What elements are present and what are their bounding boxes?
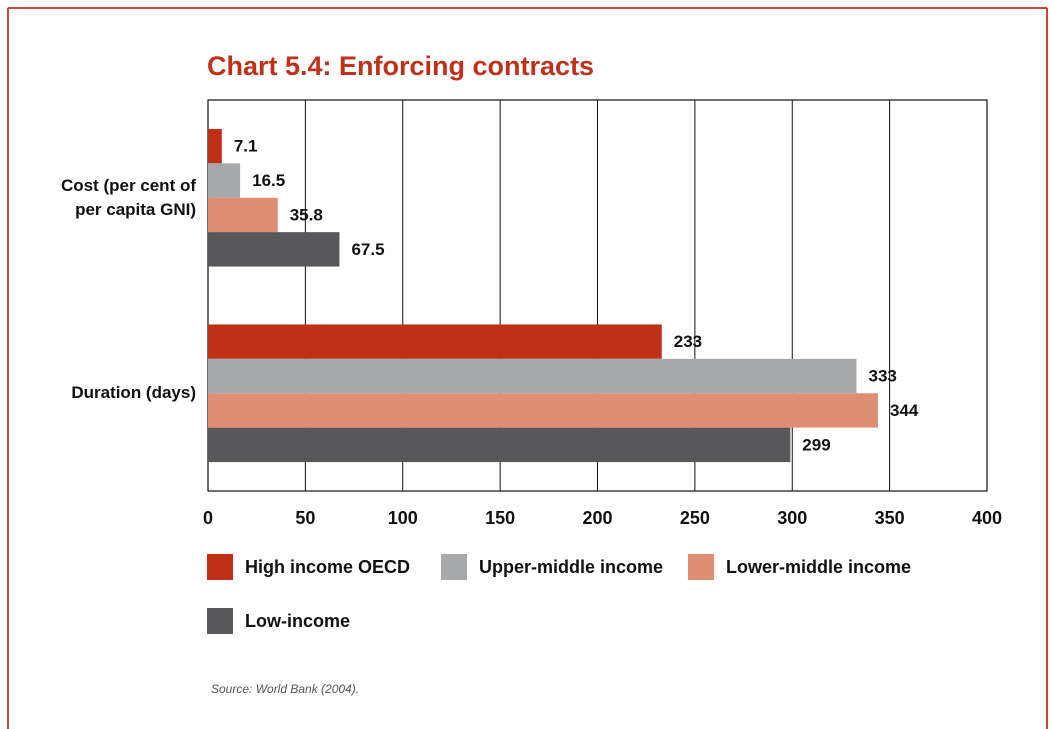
bar	[208, 427, 791, 463]
x-tick-label: 100	[388, 508, 418, 528]
bar	[208, 358, 857, 394]
value-label: 333	[869, 367, 897, 386]
x-tick-label: 200	[582, 508, 612, 528]
legend-swatch	[207, 554, 233, 580]
category-label: Duration (days)	[71, 383, 196, 403]
bar	[208, 324, 662, 359]
legend-label: High income OECD	[245, 557, 410, 577]
legend-swatch	[207, 608, 233, 634]
bar	[208, 393, 878, 428]
bar	[208, 197, 278, 233]
value-label: 35.8	[290, 205, 323, 224]
bar	[208, 232, 340, 267]
chart-title: Chart 5.4: Enforcing contracts	[207, 51, 594, 81]
x-tick-label: 300	[777, 508, 807, 528]
x-tick-label: 250	[680, 508, 710, 528]
legend-label: Low-income	[245, 611, 350, 631]
x-tick-label: 50	[295, 508, 315, 528]
value-label: 344	[890, 401, 919, 420]
value-label: 299	[802, 435, 830, 454]
bar	[208, 163, 241, 198]
value-label: 233	[674, 332, 702, 351]
x-tick-label: 350	[875, 508, 905, 528]
legend-swatch	[441, 554, 467, 580]
plot-border	[207, 99, 988, 492]
x-tick-label: 400	[972, 508, 1002, 528]
bar	[208, 128, 222, 164]
source-note: Source: World Bank (2004).	[211, 682, 359, 696]
legend-label: Upper-middle income	[479, 557, 663, 577]
value-label: 16.5	[252, 171, 285, 190]
x-tick-label: 0	[203, 508, 213, 528]
value-label: 67.5	[351, 240, 384, 259]
legend-label: Lower-middle income	[726, 557, 911, 577]
category-label: Cost (per cent of per capita GNI)	[60, 175, 196, 219]
legend-swatch	[688, 554, 714, 580]
x-tick-label: 150	[485, 508, 515, 528]
value-label: 7.1	[234, 137, 258, 156]
